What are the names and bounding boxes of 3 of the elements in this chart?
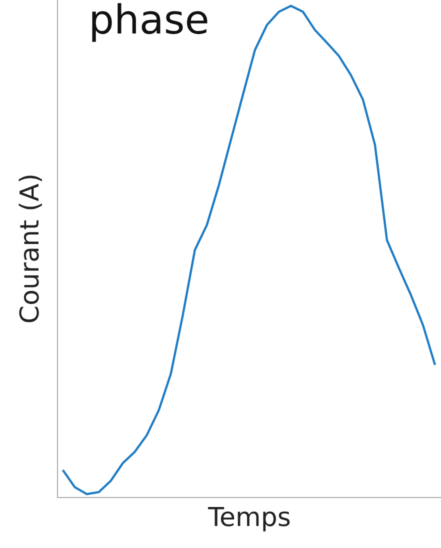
x-axis-title: Temps xyxy=(207,503,291,534)
chart-title: phase xyxy=(88,0,210,44)
y-axis-title: Courant (A) xyxy=(15,173,46,324)
